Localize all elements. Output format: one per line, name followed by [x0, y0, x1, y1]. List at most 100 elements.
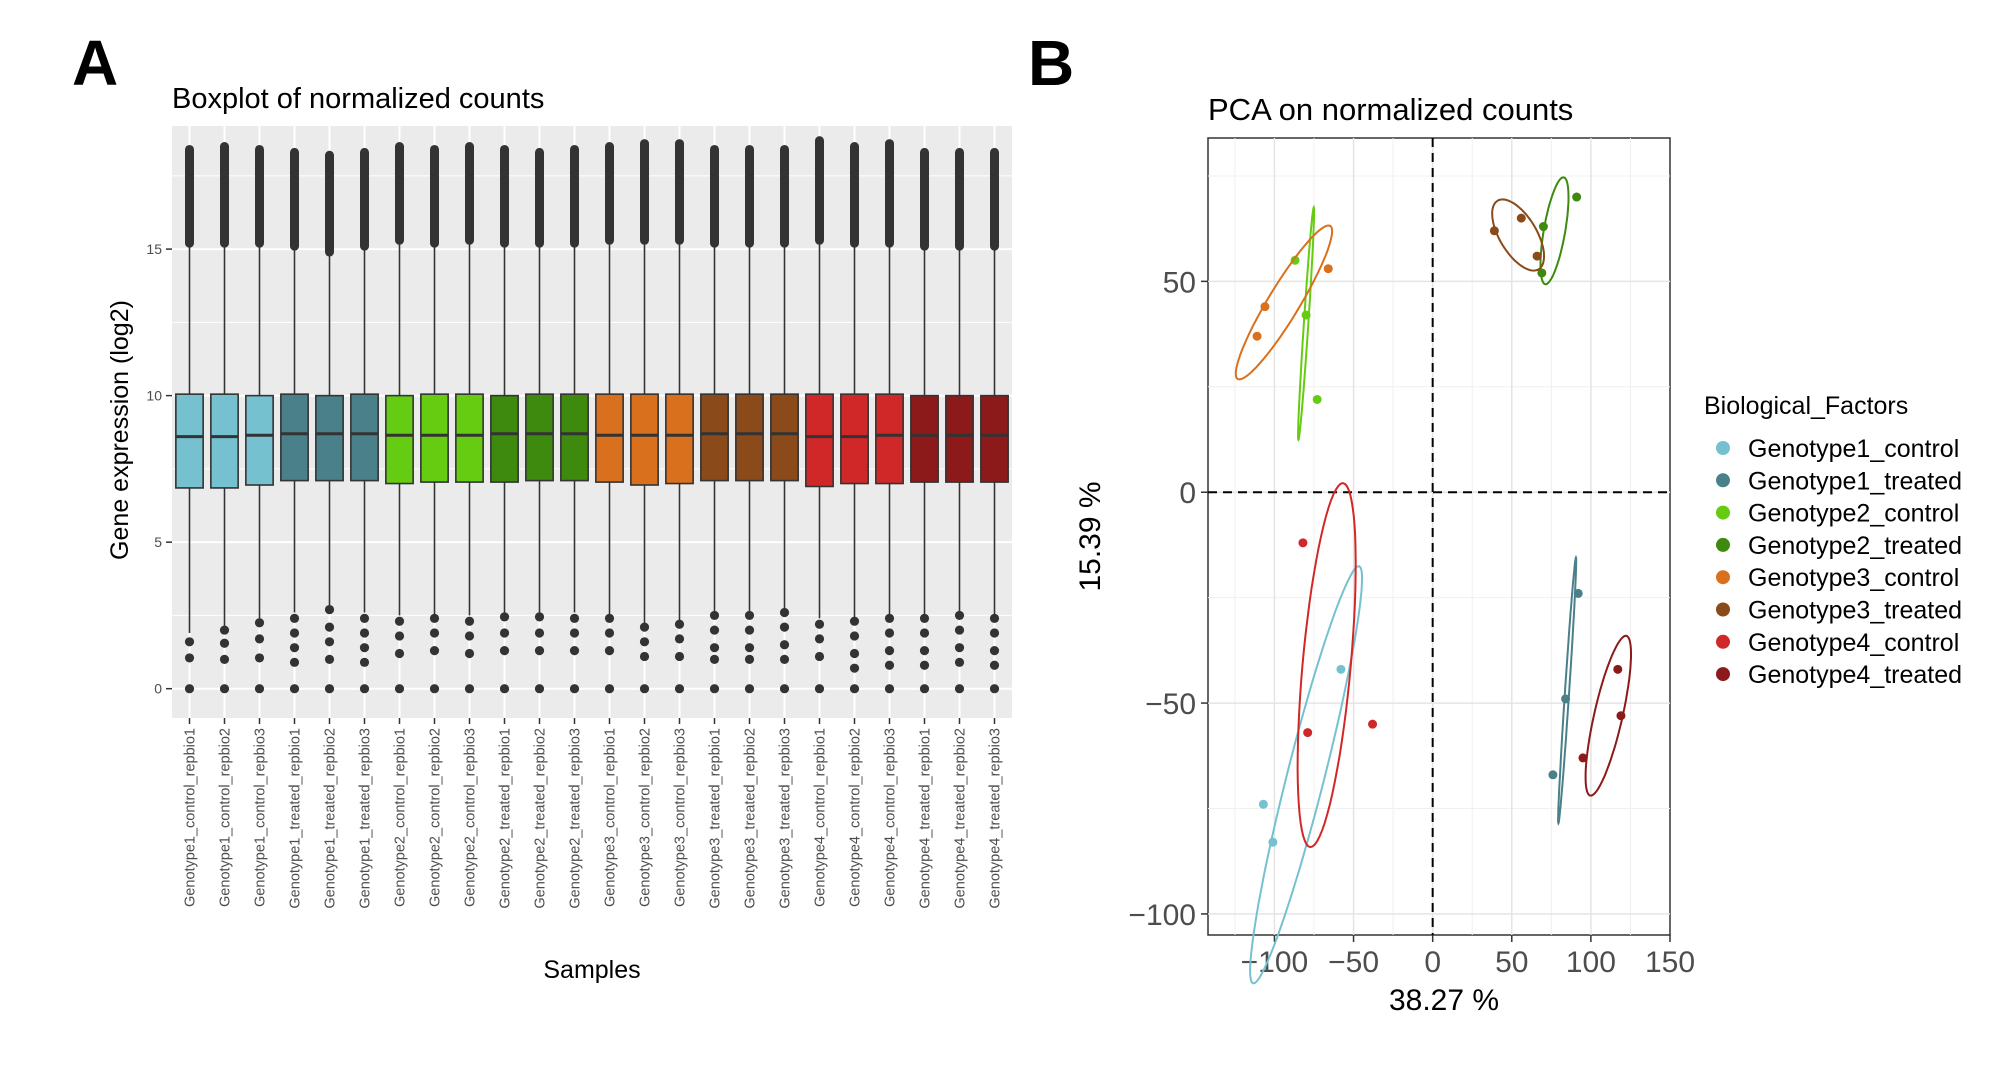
sample-point [1336, 664, 1346, 674]
low-outlier-point [674, 651, 685, 662]
legend-label: Genotype2_control [1748, 500, 1959, 528]
legend-label: Genotype3_control [1748, 564, 1959, 592]
x-tick-label: Genotype2_treated_repbio2 [533, 728, 549, 909]
low-outlier-point [604, 628, 615, 638]
low-outlier-point [639, 622, 650, 632]
legend-label: Genotype3_treated [1748, 597, 1962, 625]
legend-label: Genotype1_control [1748, 435, 1959, 463]
confidence-ellipse [1557, 554, 1578, 826]
iqr-box [490, 394, 519, 483]
legend-item: Genotype3_treated [1716, 597, 1962, 625]
boxplot-chart: 0 5 10 15 Genotype1_control_repbio1 Genotype1… [106, 83, 1012, 984]
low-outlier-point [779, 640, 790, 650]
low-outlier-point [394, 616, 405, 626]
series-Genotype4_control [1296, 482, 1378, 849]
legend-title: Biological_Factors [1704, 392, 1908, 420]
legend-item: Genotype4_treated [1716, 661, 1962, 689]
low-outlier-point [429, 645, 440, 656]
series-Genotype1_treated [1548, 554, 1583, 826]
iqr-box [420, 393, 449, 483]
low-outlier-point [184, 637, 195, 647]
iqr-box [560, 393, 589, 482]
series-Genotype3_control [1234, 224, 1334, 381]
low-outlier-point [604, 645, 615, 656]
low-outlier-point [744, 684, 755, 694]
confidence-ellipse [1491, 198, 1545, 272]
pca-y-axis-title: 15.39 % [1074, 481, 1107, 591]
series-Genotype3_treated [1489, 198, 1545, 272]
x-tick-label: Genotype4_control_repbio3 [883, 728, 899, 907]
low-outlier-point [709, 610, 720, 621]
sample-point [1616, 711, 1626, 721]
low-outlier-point [184, 684, 195, 694]
low-outlier-point [744, 654, 755, 664]
low-outlier-point [394, 684, 405, 694]
low-outlier-point [324, 622, 335, 632]
x-tick-label: Genotype3_control_repbio1 [603, 728, 619, 907]
x-tick-label: Genotype3_control_repbio2 [638, 728, 654, 907]
confidence-ellipse [1539, 176, 1570, 286]
box-Genotype2_treated_repbio1 [490, 144, 519, 694]
iqr-box [665, 393, 694, 485]
low-outlier-point [534, 645, 545, 656]
low-outlier-point [429, 613, 440, 623]
legend-label: Genotype1_treated [1748, 467, 1962, 495]
legend-key [1716, 473, 1730, 488]
low-outlier-point [989, 613, 1000, 623]
box-Genotype4_treated_repbio3 [980, 147, 1009, 694]
legend-label: Genotype4_control [1748, 629, 1959, 657]
y-tick-label: 0 [154, 681, 162, 697]
low-outlier-point [219, 638, 230, 648]
iqr-box [840, 393, 869, 485]
sample-point [1312, 394, 1322, 404]
x-tick-label: Genotype4_treated_repbio2 [953, 728, 969, 909]
legend-key [1716, 667, 1730, 682]
y-tick-label: 15 [146, 241, 162, 257]
sample-point [1613, 664, 1623, 674]
low-outlier-point [254, 618, 265, 628]
low-outlier-point [954, 643, 965, 653]
x-tick-label: Genotype4_control_repbio1 [813, 728, 829, 907]
low-outlier-point [464, 648, 475, 659]
low-outlier-point [989, 660, 1000, 670]
sample-point [1303, 728, 1313, 738]
low-outlier-point [359, 613, 370, 623]
x-tick-label: 100 [1566, 946, 1616, 979]
low-outlier-point [569, 628, 580, 638]
iqr-box [455, 393, 484, 483]
legend-label: Genotype4_treated [1748, 661, 1962, 689]
box-Genotype4_control_repbio3 [875, 139, 904, 694]
low-outlier-point [954, 657, 965, 667]
low-outlier-point [464, 631, 475, 641]
box-Genotype3_treated_repbio1 [700, 144, 729, 694]
x-tick-label: Genotype3_treated_repbio2 [743, 728, 759, 909]
box-Genotype1_treated_repbio1 [280, 147, 309, 694]
legend-key [1716, 634, 1730, 649]
series-Genotype2_control [1290, 204, 1322, 442]
iqr-box [385, 394, 414, 485]
box-Genotype1_treated_repbio3 [350, 147, 379, 694]
low-outlier-point [324, 684, 335, 694]
low-outlier-point [814, 619, 825, 629]
iqr-box [980, 394, 1009, 483]
boxplot-title: Boxplot of normalized counts [172, 83, 544, 115]
low-outlier-point [919, 645, 930, 656]
low-outlier-point [709, 625, 720, 635]
x-tick-label: Genotype3_control_repbio3 [673, 728, 689, 907]
low-outlier-point [709, 643, 720, 653]
iqr-box [175, 393, 204, 489]
box-Genotype2_control_repbio2 [420, 144, 449, 694]
sample-point [1252, 331, 1262, 341]
low-outlier-point [359, 643, 370, 653]
sample-point [1573, 588, 1583, 598]
low-outlier-point [954, 684, 965, 694]
y-tick-label: −100 [1128, 899, 1196, 932]
x-tick-label: Genotype3_treated_repbio1 [708, 728, 724, 909]
sample-point [1301, 310, 1311, 320]
panel-label-a: A [72, 27, 119, 99]
low-outlier-point [604, 684, 615, 694]
legend-key [1716, 602, 1730, 617]
low-outlier-point [884, 613, 895, 623]
low-outlier-point [674, 634, 685, 644]
low-outlier-point [884, 660, 895, 670]
